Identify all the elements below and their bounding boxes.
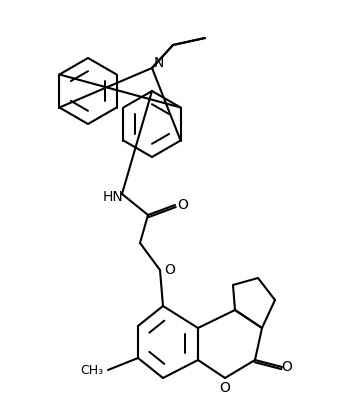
Text: O: O — [177, 198, 188, 212]
Text: CH₃: CH₃ — [80, 364, 103, 377]
Text: HN: HN — [103, 190, 124, 204]
Text: O: O — [282, 360, 292, 374]
Text: N: N — [154, 56, 164, 70]
Text: O: O — [165, 263, 175, 277]
Text: O: O — [220, 381, 230, 395]
